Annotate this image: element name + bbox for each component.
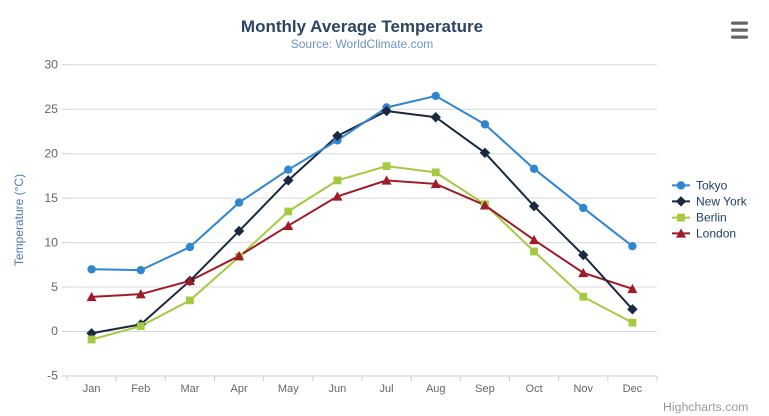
- svg-text:New York: New York: [696, 195, 748, 209]
- svg-text:Oct: Oct: [526, 383, 543, 395]
- svg-text:Jul: Jul: [380, 383, 394, 395]
- svg-text:Highcharts.com: Highcharts.com: [663, 400, 748, 414]
- svg-text:Temperature (°C): Temperature (°C): [12, 174, 26, 266]
- svg-text:Source: WorldClimate.com: Source: WorldClimate.com: [291, 37, 434, 51]
- svg-text:20: 20: [44, 146, 58, 160]
- svg-text:Tokyo: Tokyo: [696, 179, 728, 193]
- svg-text:Jun: Jun: [329, 383, 347, 395]
- svg-text:Apr: Apr: [231, 383, 248, 395]
- svg-text:Feb: Feb: [131, 383, 150, 395]
- svg-text:0: 0: [51, 324, 58, 338]
- svg-text:-5: -5: [47, 369, 58, 383]
- svg-text:Jan: Jan: [83, 383, 101, 395]
- svg-text:15: 15: [44, 191, 58, 205]
- svg-text:London: London: [696, 227, 736, 241]
- svg-text:5: 5: [51, 280, 58, 294]
- svg-text:Nov: Nov: [573, 383, 593, 395]
- svg-text:Berlin: Berlin: [696, 211, 727, 225]
- svg-text:Mar: Mar: [180, 383, 199, 395]
- svg-text:30: 30: [44, 58, 58, 72]
- svg-text:May: May: [278, 383, 299, 395]
- svg-text:Monthly Average Temperature: Monthly Average Temperature: [241, 17, 483, 36]
- svg-text:25: 25: [44, 102, 58, 116]
- svg-text:Aug: Aug: [426, 383, 446, 395]
- svg-text:Dec: Dec: [623, 383, 643, 395]
- svg-text:10: 10: [44, 235, 58, 249]
- svg-text:Sep: Sep: [475, 383, 495, 395]
